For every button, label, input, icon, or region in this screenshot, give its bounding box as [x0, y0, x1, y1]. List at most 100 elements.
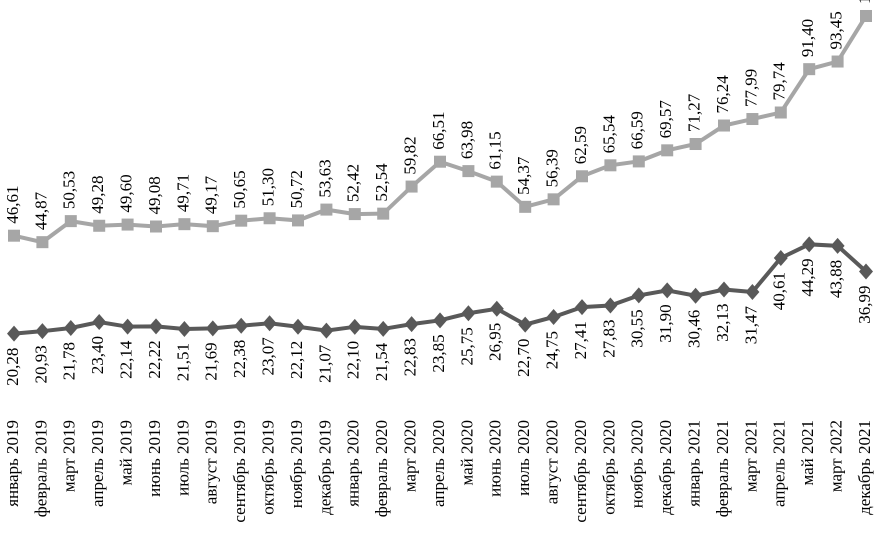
marker — [489, 300, 504, 317]
data-label: 21,07 — [315, 344, 334, 383]
x-tick-label: май 2021 — [798, 420, 817, 486]
marker — [547, 193, 560, 206]
data-label: 27,83 — [599, 320, 618, 358]
marker — [205, 320, 220, 337]
marker — [347, 318, 362, 335]
x-tick-label: декабрь 2020 — [656, 420, 675, 515]
marker — [576, 170, 588, 183]
x-tick-label: ноябрь 2020 — [628, 420, 647, 508]
x-tick-label: июль 2019 — [173, 420, 192, 496]
x-tick-label: март 2022 — [827, 420, 846, 492]
marker — [717, 281, 731, 298]
x-tick-label: март 2021 — [741, 420, 760, 492]
data-label: 93,45 — [827, 11, 846, 49]
marker — [461, 305, 476, 322]
marker — [7, 325, 21, 342]
data-label: 65,54 — [599, 115, 618, 154]
marker — [177, 321, 192, 338]
marker — [490, 175, 503, 188]
data-label: 22,83 — [401, 338, 420, 376]
data-label: 36,99 — [855, 285, 874, 323]
data-label: 49,60 — [117, 174, 136, 212]
marker — [377, 207, 390, 220]
data-label: 59,82 — [401, 136, 420, 174]
marker — [689, 138, 702, 151]
x-tick-label: май 2019 — [117, 420, 136, 486]
x-tick-label: февраль 2020 — [372, 420, 391, 517]
marker — [93, 219, 106, 232]
x-tick-label: декабрь 2019 — [315, 420, 334, 515]
x-tick-label: апрель 2020 — [429, 420, 448, 507]
data-label: 77,99 — [741, 69, 760, 107]
x-tick-label: февраль 2021 — [713, 420, 732, 517]
marker — [64, 215, 77, 228]
marker — [263, 212, 276, 225]
marker — [518, 316, 533, 333]
data-label: 27,41 — [571, 321, 590, 359]
data-label: 50,65 — [230, 170, 249, 208]
data-label: 52,54 — [372, 163, 391, 202]
data-label: 22,22 — [145, 340, 164, 378]
data-label: 20,28 — [3, 348, 22, 386]
marker — [860, 9, 872, 22]
data-label: 53,63 — [315, 159, 334, 197]
data-label: 54,37 — [514, 156, 533, 195]
data-label: 31,47 — [741, 305, 760, 344]
x-tick-label: январь 2021 — [685, 420, 704, 507]
marker — [206, 220, 219, 233]
data-label: 69,57 — [656, 100, 675, 139]
data-label: 30,55 — [628, 309, 647, 347]
marker — [688, 287, 703, 304]
marker — [405, 180, 418, 193]
data-label: 105,70 — [855, 0, 874, 4]
marker — [150, 220, 162, 233]
marker — [661, 144, 674, 157]
data-label: 22,14 — [117, 340, 136, 379]
data-label: 76,24 — [713, 75, 732, 114]
data-label: 23,85 — [429, 334, 448, 372]
data-label: 43,88 — [827, 260, 846, 298]
x-tick-label: март 2020 — [401, 420, 420, 492]
marker — [292, 214, 304, 227]
data-label: 49,71 — [173, 174, 192, 212]
x-tick-label: сентябрь 2020 — [571, 420, 590, 523]
marker — [8, 229, 20, 242]
marker — [831, 55, 844, 68]
x-tick-label: январь 2020 — [344, 420, 363, 507]
data-label: 44,29 — [798, 258, 817, 296]
marker — [745, 283, 760, 300]
data-label: 71,27 — [685, 93, 704, 132]
data-label: 46,61 — [3, 185, 22, 223]
data-label: 24,75 — [543, 331, 562, 369]
marker — [348, 208, 361, 221]
marker — [434, 155, 446, 168]
marker — [262, 315, 277, 332]
x-tick-label: апрель 2021 — [770, 420, 789, 507]
data-label: 79,74 — [770, 62, 789, 101]
data-label: 25,75 — [457, 327, 476, 365]
data-label: 23,40 — [88, 336, 107, 374]
marker — [35, 323, 50, 340]
x-tick-label: сентябрь 2019 — [230, 420, 249, 523]
x-tick-label: август 2019 — [202, 420, 221, 504]
marker — [519, 200, 532, 213]
marker — [376, 320, 391, 337]
marker — [291, 318, 305, 335]
data-label: 62,59 — [571, 126, 590, 164]
data-label: 21,78 — [60, 342, 79, 380]
marker — [319, 322, 334, 339]
x-tick-label: январь 2019 — [3, 420, 22, 507]
data-label: 50,72 — [287, 170, 306, 208]
x-tick-label: декабрь 2021 — [855, 420, 874, 515]
data-label: 51,30 — [259, 168, 278, 206]
marker — [660, 282, 675, 299]
marker — [63, 320, 78, 337]
data-label: 21,54 — [372, 342, 391, 381]
x-tick-label: август 2020 — [543, 420, 562, 504]
marker — [433, 312, 447, 329]
data-label: 31,90 — [656, 304, 675, 342]
data-label: 66,51 — [429, 111, 448, 149]
x-tick-label: апрель 2019 — [88, 420, 107, 507]
marker — [830, 237, 845, 254]
